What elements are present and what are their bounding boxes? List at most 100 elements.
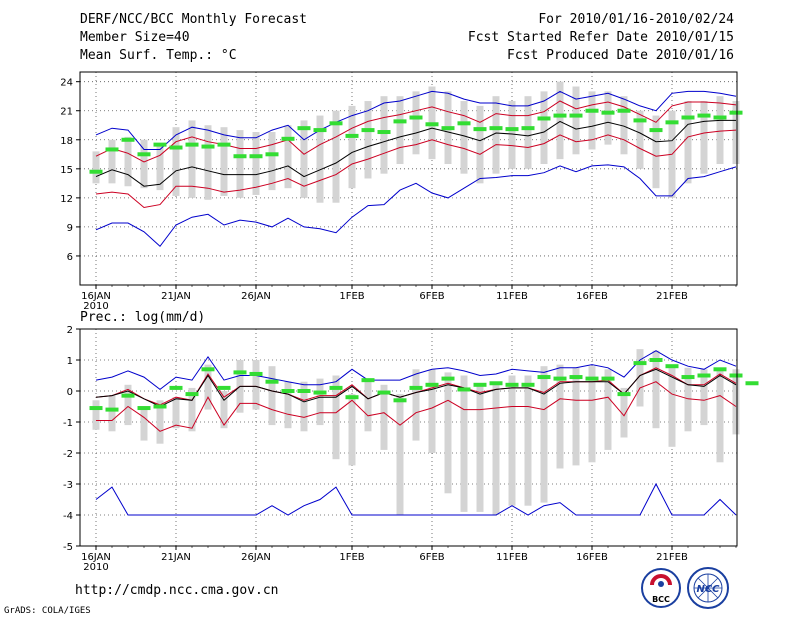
prec-observed-marker [265, 379, 279, 384]
prec-range-bar [444, 372, 452, 494]
prec-frame [79, 328, 738, 547]
temp-range-bar [380, 96, 388, 174]
temp-lower-line [95, 129, 737, 209]
prec-max-line [95, 350, 737, 391]
temp-range-bar [92, 151, 100, 184]
temp-observed-marker [105, 147, 119, 152]
prec-range-bar [716, 369, 724, 463]
prec-observed-marker [489, 381, 503, 386]
prec-xtick-label: 26JAN [241, 552, 271, 563]
prec-observed-marker [745, 381, 759, 386]
temp-max-line [95, 90, 737, 150]
prec-range-bar [684, 367, 692, 432]
temp-frame [79, 71, 738, 286]
prec-range-bar [204, 364, 212, 410]
temp-observed-marker [553, 113, 567, 118]
prec-range-bar [268, 366, 276, 426]
prec-range-bar [428, 369, 436, 453]
temp-observed-marker [569, 113, 583, 118]
prec-range-bar [188, 387, 196, 432]
prec-range-bar [476, 384, 484, 512]
temp-ytick-label: 15 [60, 165, 73, 176]
temp-range-bar [636, 110, 644, 169]
prec-observed-marker [649, 358, 663, 362]
prec-observed-marker [249, 371, 263, 376]
prec-range-bar [108, 395, 116, 432]
temp-range-bar [412, 91, 420, 155]
temp-observed-marker [697, 113, 711, 118]
temp-range-bar [284, 125, 292, 189]
temp-observed-marker [233, 154, 247, 159]
temp-observed-marker [377, 130, 391, 135]
prec-observed-marker [617, 392, 631, 397]
temp-observed-marker [281, 136, 295, 141]
prec-observed-marker [537, 375, 551, 380]
prec-range-bar [732, 369, 740, 435]
temp-range-bar [396, 96, 404, 164]
temp-observed-marker [329, 121, 343, 126]
prec-observed-marker [585, 376, 599, 381]
temp-range-bar [732, 101, 740, 164]
prec-ytick-label: -2 [63, 449, 73, 460]
prec-observed-marker [425, 382, 439, 387]
temp-observed-marker [585, 108, 599, 113]
temp-observed-marker [665, 120, 679, 125]
temp-ytick-label: 9 [67, 223, 73, 234]
temp-observed-marker [345, 133, 359, 138]
temp-observed-marker [121, 137, 135, 142]
temp-range-bar [140, 139, 148, 189]
prec-observed-marker [569, 375, 583, 380]
temp-observed-marker [521, 126, 535, 131]
prec-observed-marker [441, 376, 455, 381]
prec-observed-marker [105, 407, 119, 412]
temp-range-bar [348, 105, 356, 189]
temp-observed-marker [489, 126, 503, 131]
temp-xtick-label: 21FEB [656, 291, 688, 302]
prec-observed-marker [521, 382, 535, 387]
temp-ytick-label: 12 [60, 194, 73, 205]
temp-range-bar [684, 101, 692, 184]
temp-range-bar [316, 115, 324, 203]
temp-mean-line [95, 119, 736, 187]
prec-ytick-label: 0 [67, 387, 73, 398]
prec-observed-marker [729, 373, 743, 378]
temp-range-bar [364, 101, 372, 179]
source-url[interactable]: http://cmdp.ncc.cma.gov.cn [75, 583, 279, 598]
temp-range-bar [108, 139, 116, 184]
prec-observed-marker [185, 392, 199, 397]
prec-range-bar [556, 364, 564, 469]
temp-observed-marker [601, 110, 615, 115]
temp-observed-marker [249, 154, 263, 159]
temp-range-bar [620, 96, 628, 155]
temp-xtick-label: 11FEB [496, 291, 528, 302]
prec-xtick-sublabel: 2010 [83, 562, 108, 573]
temp-range-bar [332, 110, 340, 203]
prec-observed-marker [281, 389, 295, 393]
temp-observed-marker [409, 115, 423, 120]
temp-range-bar [476, 105, 484, 184]
prec-xtick-label: 21JAN [161, 552, 191, 563]
temp-observed-marker [265, 152, 279, 157]
temp-range-bar [508, 101, 516, 169]
grads-credit: GrADS: COLA/IGES [4, 606, 91, 616]
temp-ytick-label: 18 [60, 136, 73, 147]
prec-observed-marker [201, 367, 215, 372]
prec-observed-marker [345, 395, 359, 400]
prec-xtick-label: 11FEB [496, 552, 528, 563]
prec-observed-marker [681, 375, 695, 380]
temp-range-bar [220, 127, 228, 196]
temp-xtick-label: 6FEB [419, 291, 444, 302]
prec-range-bar [92, 400, 100, 430]
prec-observed-marker [665, 364, 679, 369]
prec-range-bar [124, 384, 132, 426]
prec-range-bar [620, 387, 628, 438]
prec-xtick-label: 16FEB [576, 552, 608, 563]
prec-observed-marker [361, 378, 375, 383]
prec-observed-marker [313, 390, 327, 395]
chart-title: DERF/NCC/BCC Monthly Forecast [80, 12, 307, 27]
temp-range-bar [172, 127, 180, 196]
prec-range-bar [364, 378, 372, 432]
prec-range-bar [460, 375, 468, 512]
prec-min-line [95, 482, 737, 516]
